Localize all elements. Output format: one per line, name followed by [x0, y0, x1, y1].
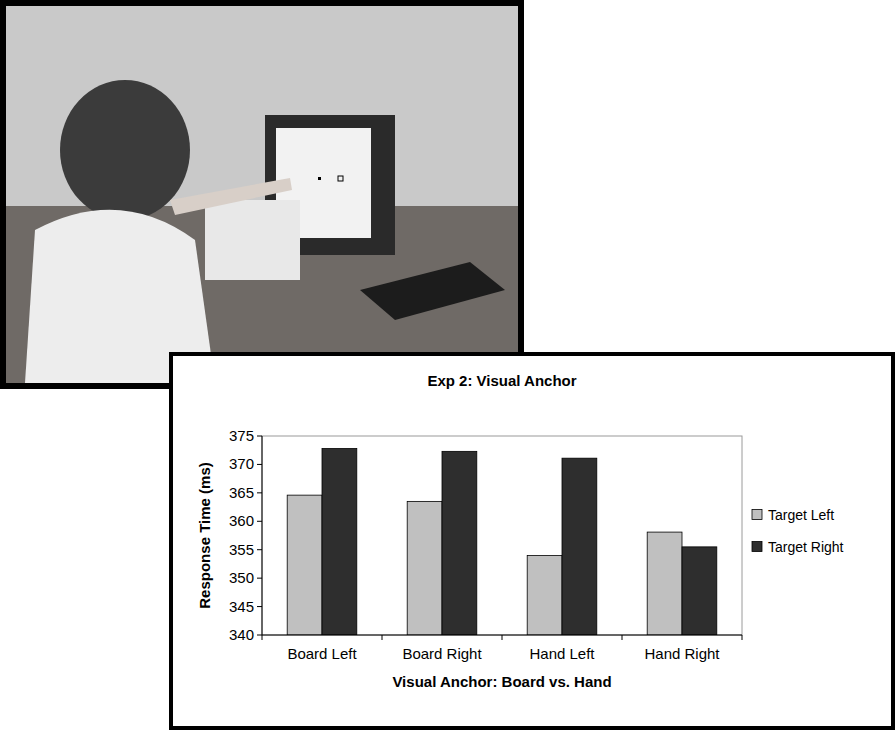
- bar: [562, 458, 597, 635]
- y-tick-label: 360: [229, 512, 254, 529]
- y-tick: [257, 464, 262, 465]
- x-tick: [622, 635, 623, 640]
- x-tick: [742, 635, 743, 640]
- legend-swatch: [752, 542, 762, 552]
- photo-keyboard: [360, 262, 505, 320]
- canvas: Exp 2: Visual Anchor 340 345 350 355 360 365 37…: [0, 0, 896, 731]
- legend-label: Target Right: [768, 539, 844, 555]
- y-tick-label: 355: [229, 541, 254, 558]
- photo-head: [60, 80, 190, 220]
- photo-fixation: [318, 177, 321, 180]
- x-tick: [502, 635, 503, 640]
- legend-swatch: [752, 510, 762, 520]
- photo-target: [338, 176, 343, 181]
- y-tick-label: 365: [229, 484, 254, 501]
- bars: [287, 449, 717, 635]
- x-axis-title: Visual Anchor: Board vs. Hand: [392, 673, 611, 690]
- legend-label: Target Left: [768, 507, 834, 523]
- x-tick: [382, 635, 383, 640]
- photo-arm: [170, 178, 292, 215]
- photo-panel: [3, 3, 521, 386]
- y-tick-label: 340: [229, 626, 254, 643]
- bar: [322, 449, 357, 635]
- x-tick-label: Board Right: [402, 645, 482, 662]
- photo-frame: [3, 3, 521, 386]
- y-tick: [257, 578, 262, 579]
- y-tick-label: 350: [229, 569, 254, 586]
- plot-frame: [262, 436, 742, 635]
- y-tick-label: 345: [229, 598, 254, 615]
- y-tick: [257, 492, 262, 493]
- x-tick-label: Board Left: [287, 645, 357, 662]
- bar: [407, 501, 442, 635]
- y-axis: [262, 436, 263, 635]
- bar: [527, 555, 562, 635]
- bar: [287, 495, 322, 635]
- bar: [442, 451, 477, 635]
- x-tick-label: Hand Left: [529, 645, 595, 662]
- chart-title: Exp 2: Visual Anchor: [427, 372, 576, 389]
- y-tick-label: 375: [229, 427, 254, 444]
- y-tick: [257, 436, 262, 437]
- y-axis-title: Response Time (ms): [196, 462, 213, 608]
- y-tick: [257, 606, 262, 607]
- x-tick-label: Hand Right: [644, 645, 720, 662]
- y-tick: [257, 635, 262, 636]
- y-tick-label: 370: [229, 455, 254, 472]
- chart-panel: [171, 354, 893, 728]
- photo-boxes: [205, 200, 300, 280]
- bar: [647, 532, 682, 635]
- x-tick: [262, 635, 263, 640]
- bar: [682, 547, 717, 635]
- y-tick: [257, 521, 262, 522]
- y-tick: [257, 549, 262, 550]
